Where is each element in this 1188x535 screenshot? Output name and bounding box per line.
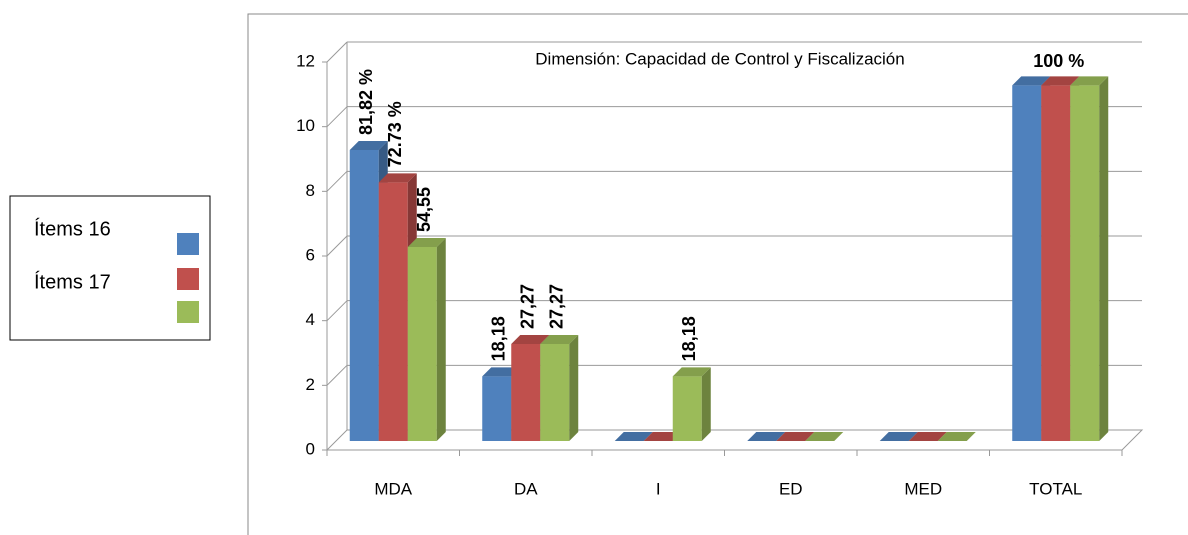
bar-top xyxy=(937,432,976,441)
y-tick-label: 0 xyxy=(306,439,315,458)
x-tick-label: TOTAL xyxy=(1029,479,1082,498)
grid-line xyxy=(326,170,348,192)
bar xyxy=(643,432,682,441)
bar xyxy=(407,238,446,441)
bar-top xyxy=(1070,76,1109,86)
y-tick-label: 4 xyxy=(306,310,315,329)
legend-box xyxy=(9,195,211,341)
value-label: 72.73 % xyxy=(385,101,405,167)
grid-line xyxy=(326,41,348,63)
bar-front xyxy=(407,247,437,441)
y-tick-label: 10 xyxy=(296,116,315,135)
bar-front xyxy=(1041,85,1071,441)
bar-top xyxy=(643,432,682,441)
bar-side xyxy=(701,367,711,441)
bar-top xyxy=(407,238,446,247)
bar xyxy=(672,367,711,441)
bar xyxy=(747,432,786,441)
chart-title: Dimensión: Capacidad de Control y Fiscal… xyxy=(535,49,904,68)
bar-top xyxy=(349,141,388,150)
bar-front xyxy=(482,376,512,441)
y-tick-label: 12 xyxy=(296,51,315,70)
bar-top xyxy=(511,335,550,344)
bar xyxy=(776,432,815,441)
bar xyxy=(908,432,947,441)
bar-front xyxy=(672,376,702,441)
bar-front xyxy=(540,344,570,441)
x-tick-label: DA xyxy=(514,479,538,498)
value-label: 27,27 xyxy=(518,284,538,329)
grid-line xyxy=(326,364,348,386)
legend-swatch xyxy=(177,268,199,290)
bar-top xyxy=(879,432,918,441)
bar-top xyxy=(747,432,786,441)
bar-top xyxy=(776,432,815,441)
value-label: 54,55 xyxy=(414,187,434,232)
x-tick-label: MDA xyxy=(374,479,412,498)
y-tick-label: 2 xyxy=(306,375,315,394)
value-label: 18,18 xyxy=(679,316,699,361)
bar-front xyxy=(511,344,541,441)
bar-top xyxy=(614,432,653,441)
bar-top xyxy=(1012,76,1051,86)
bar-side xyxy=(569,335,579,441)
bar-top xyxy=(378,173,417,183)
x-tick-label: ED xyxy=(779,479,803,498)
legend-label: Ítems 17 xyxy=(34,270,111,293)
bar-side xyxy=(436,238,446,441)
bar-top xyxy=(540,335,579,344)
bar-front xyxy=(349,150,379,441)
bar-top xyxy=(672,367,711,377)
x-tick-label: I xyxy=(656,479,661,498)
x-tick-label: MED xyxy=(904,479,942,498)
bar xyxy=(614,432,653,441)
bar-front xyxy=(378,182,408,442)
bar-top xyxy=(482,367,521,377)
bar-front xyxy=(1070,85,1100,441)
bar xyxy=(937,432,976,441)
value-label: 18,18 xyxy=(489,316,509,361)
legend-swatch xyxy=(177,233,199,255)
y-tick-label: 8 xyxy=(306,181,315,200)
bar xyxy=(540,335,579,441)
grid-line xyxy=(326,300,348,322)
bar-top xyxy=(805,432,844,441)
grid-line xyxy=(326,235,348,257)
bar xyxy=(805,432,844,441)
grid-line xyxy=(326,106,348,128)
bar-front xyxy=(1012,85,1042,441)
value-label: 100 % xyxy=(1033,51,1084,71)
bar-side xyxy=(1099,76,1109,441)
value-label: 81,82 % xyxy=(356,69,376,135)
bar-top xyxy=(908,432,947,441)
bar xyxy=(879,432,918,441)
bar xyxy=(1070,76,1109,441)
y-tick-label: 6 xyxy=(306,245,315,264)
legend-label: Ítems 16 xyxy=(34,217,111,240)
bar-top xyxy=(1041,76,1080,86)
value-label: 27,27 xyxy=(547,284,567,329)
legend-swatch xyxy=(177,301,199,323)
